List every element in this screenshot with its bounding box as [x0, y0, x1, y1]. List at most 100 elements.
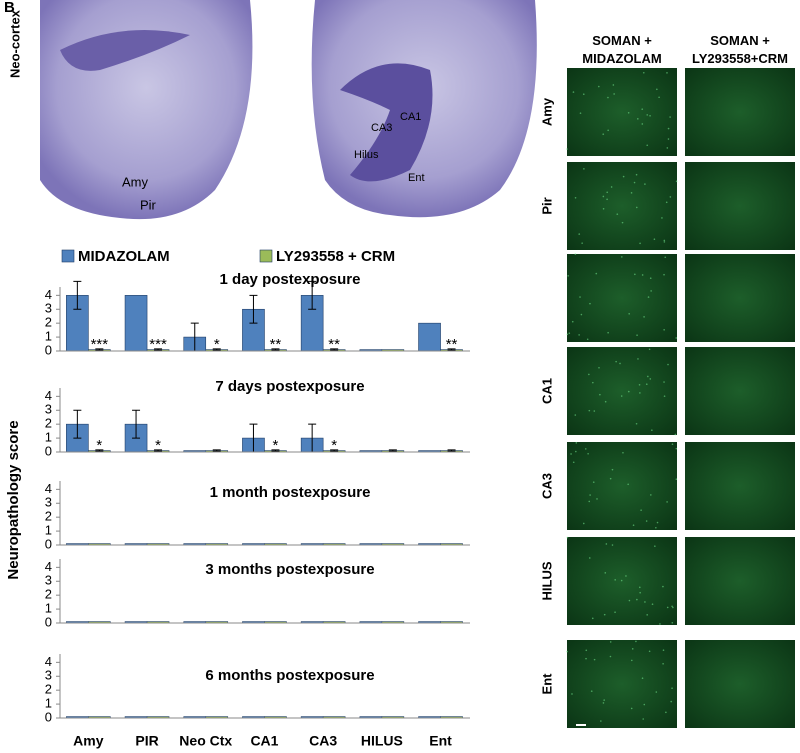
- error-bar: [447, 348, 456, 351]
- y-tick-label: 3: [45, 573, 52, 588]
- speck: [616, 213, 619, 215]
- chart-title: 3 months postexposure: [205, 561, 374, 578]
- error-bar: [388, 449, 397, 452]
- speck: [612, 84, 615, 86]
- speck: [604, 400, 607, 403]
- speck: [646, 614, 648, 616]
- speck: [632, 524, 635, 527]
- speck: [648, 348, 651, 351]
- speck: [605, 543, 608, 545]
- speck: [630, 659, 633, 662]
- y-tick-label: 4: [45, 559, 52, 574]
- speck: [591, 617, 594, 620]
- row-label: CA3: [539, 473, 554, 499]
- x-tick-label: CA1: [250, 733, 278, 749]
- speck: [571, 693, 573, 695]
- error-bar: [212, 449, 221, 452]
- row-label: HILUS: [539, 561, 554, 600]
- speck: [674, 433, 677, 436]
- speck: [639, 392, 641, 394]
- speck: [661, 217, 663, 219]
- speck: [574, 196, 577, 199]
- speck: [574, 253, 577, 255]
- region-label: Pir: [140, 197, 157, 212]
- y-tick-label: 4: [45, 287, 52, 302]
- histology: [40, 0, 537, 220]
- speck: [627, 111, 630, 114]
- speck: [587, 452, 589, 455]
- error-bar: [73, 280, 82, 310]
- column-header: SOMAN + LY293558+CRM: [692, 33, 788, 66]
- speck: [602, 133, 605, 135]
- fluorescence-image: [567, 68, 677, 156]
- speck: [656, 88, 658, 91]
- speck: [675, 337, 678, 339]
- speck: [590, 690, 593, 692]
- speck: [640, 509, 642, 511]
- speck: [675, 180, 678, 183]
- scale-bar: [576, 724, 586, 726]
- speck: [646, 114, 649, 116]
- speck: [596, 498, 598, 500]
- speck: [639, 242, 641, 245]
- significance: *: [273, 437, 279, 454]
- speck: [570, 453, 572, 455]
- speck: [636, 334, 638, 336]
- speck: [663, 395, 666, 397]
- legend-swatch: [61, 249, 75, 263]
- bar: [418, 322, 441, 352]
- speck: [580, 313, 583, 316]
- bar: [124, 295, 148, 352]
- speck: [622, 451, 624, 454]
- speck: [663, 381, 665, 383]
- speck: [671, 443, 674, 446]
- speck: [602, 702, 605, 704]
- speck: [655, 691, 658, 693]
- speck: [584, 448, 587, 450]
- significance: *: [155, 437, 161, 454]
- speck: [628, 599, 631, 602]
- y-tick-label: 2: [45, 509, 52, 524]
- y-tick-label: 0: [45, 536, 52, 551]
- x-tick-label: CA3: [309, 733, 337, 749]
- speck: [592, 481, 595, 483]
- error-bar: [212, 348, 221, 351]
- speck: [654, 545, 656, 547]
- significance: *: [214, 336, 220, 353]
- speck: [650, 290, 652, 292]
- y-tick-label: 4: [45, 388, 52, 403]
- speck: [667, 138, 670, 140]
- speck: [650, 494, 652, 496]
- error-bar: [95, 348, 104, 351]
- speck: [586, 338, 589, 341]
- error-bar: [447, 449, 456, 452]
- speck: [651, 603, 654, 606]
- x-tick-label: Amy: [73, 733, 104, 749]
- speck: [665, 711, 667, 714]
- speck: [662, 585, 664, 588]
- legend-swatch: [259, 249, 273, 263]
- speck: [637, 358, 639, 360]
- speck: [604, 572, 607, 574]
- x-tick-label: Neo Ctx: [179, 733, 232, 749]
- significance: **: [446, 336, 458, 353]
- legend-label: MIDAZOLAM: [78, 248, 170, 265]
- chart-title: 7 days postexposure: [215, 378, 364, 395]
- speck: [645, 383, 648, 386]
- speck: [649, 277, 652, 280]
- y-tick-label: 1: [45, 601, 52, 616]
- panel-letter: B: [4, 0, 15, 16]
- speck: [583, 168, 585, 170]
- fluorescence-image: [685, 254, 795, 342]
- region-label: CA1: [400, 111, 421, 123]
- y-tick-label: 3: [45, 301, 52, 316]
- speck: [641, 108, 644, 110]
- speck: [621, 221, 624, 224]
- speck: [675, 447, 678, 450]
- speck: [662, 663, 664, 665]
- region-label: Hilus: [354, 149, 379, 161]
- speck: [646, 144, 649, 147]
- speck: [635, 173, 638, 176]
